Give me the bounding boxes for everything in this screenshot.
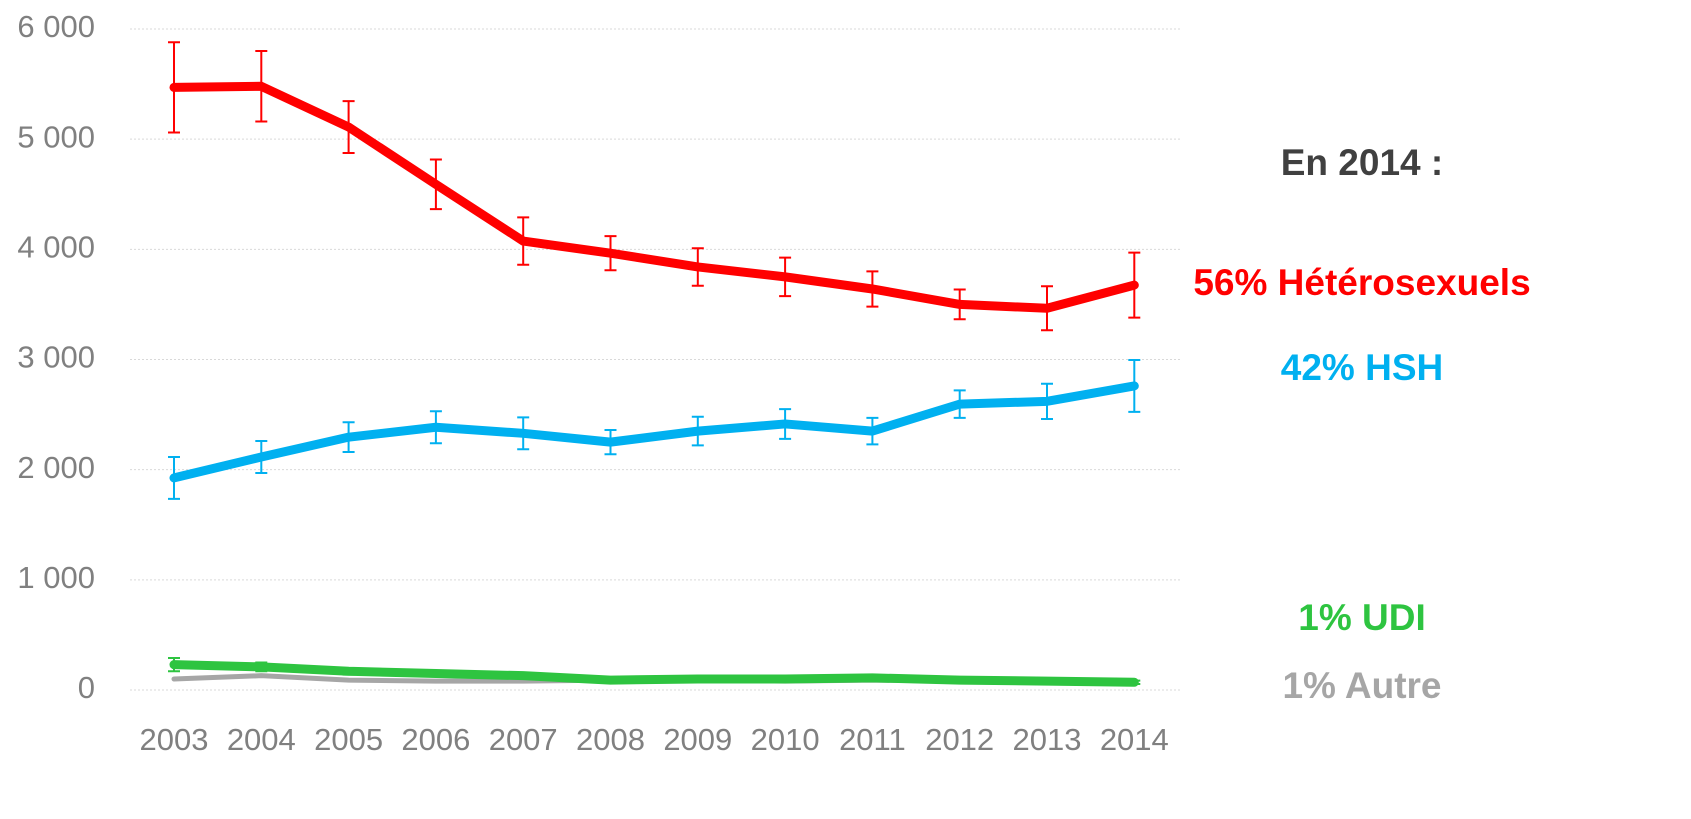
series-label: 1% UDI — [1298, 597, 1425, 638]
error-bar — [866, 270, 879, 308]
x-tick-label: 2009 — [663, 722, 732, 757]
error-bar — [255, 661, 268, 673]
error-bar — [342, 100, 355, 154]
error-bar — [1041, 678, 1053, 684]
error-bar — [779, 676, 792, 682]
error-bar — [866, 675, 879, 681]
error-bar — [953, 389, 966, 419]
x-tick-label: 2004 — [227, 722, 296, 757]
error-bar — [1128, 251, 1141, 319]
error-bar — [604, 677, 617, 683]
error-bar — [342, 666, 355, 676]
series-line — [169, 81, 1139, 313]
error-bar — [1128, 359, 1141, 413]
error-bar — [342, 421, 355, 454]
error-bar — [517, 672, 530, 679]
error-bar — [866, 416, 879, 446]
error-bar — [1128, 679, 1141, 685]
error-bar — [429, 410, 442, 445]
error-bar — [255, 440, 268, 474]
error-bar — [691, 676, 704, 682]
error-bar — [429, 158, 442, 211]
x-tick-label: 2014 — [1100, 722, 1169, 757]
y-tick-label: 1 000 — [17, 560, 95, 595]
error-bar — [1041, 285, 1053, 332]
x-tick-label: 2003 — [140, 722, 209, 757]
error-bar — [604, 429, 617, 456]
error-bar — [168, 455, 180, 500]
y-tick-label: 3 000 — [17, 340, 95, 375]
error-bar — [691, 247, 704, 287]
series-line — [169, 660, 1139, 687]
x-tick-label: 2012 — [925, 722, 994, 757]
error-bar — [255, 50, 268, 123]
error-bar — [168, 657, 180, 673]
error-bar — [429, 669, 442, 678]
error-bar — [517, 416, 530, 451]
error-bar — [779, 408, 792, 440]
error-bar — [517, 216, 530, 266]
x-tick-label: 2011 — [839, 722, 906, 757]
x-tick-label: 2005 — [314, 722, 383, 757]
y-tick-label: 5 000 — [17, 119, 95, 154]
series-label: 42% HSH — [1281, 347, 1443, 388]
annotation: En 2014 : — [1281, 142, 1443, 183]
error-bar — [953, 677, 966, 683]
x-tick-label: 2008 — [576, 722, 645, 757]
error-bar — [779, 256, 792, 298]
x-tick-label: 2010 — [751, 722, 820, 757]
series-line — [169, 381, 1139, 483]
series-label: 56% Hétérosexuels — [1193, 262, 1530, 303]
y-tick-label: 4 000 — [17, 230, 95, 265]
x-tick-label: 2013 — [1013, 722, 1082, 757]
error-bar — [604, 235, 617, 272]
y-tick-label: 2 000 — [17, 450, 95, 485]
error-bar — [953, 288, 966, 321]
error-bar — [168, 41, 180, 134]
x-tick-label: 2007 — [489, 722, 558, 757]
series-label: 1% Autre — [1282, 665, 1441, 706]
error-bar — [1041, 382, 1053, 420]
y-tick-label: 6 000 — [17, 9, 95, 44]
y-tick-label: 0 — [78, 670, 95, 705]
error-bar — [691, 415, 704, 447]
x-tick-label: 2006 — [401, 722, 470, 757]
